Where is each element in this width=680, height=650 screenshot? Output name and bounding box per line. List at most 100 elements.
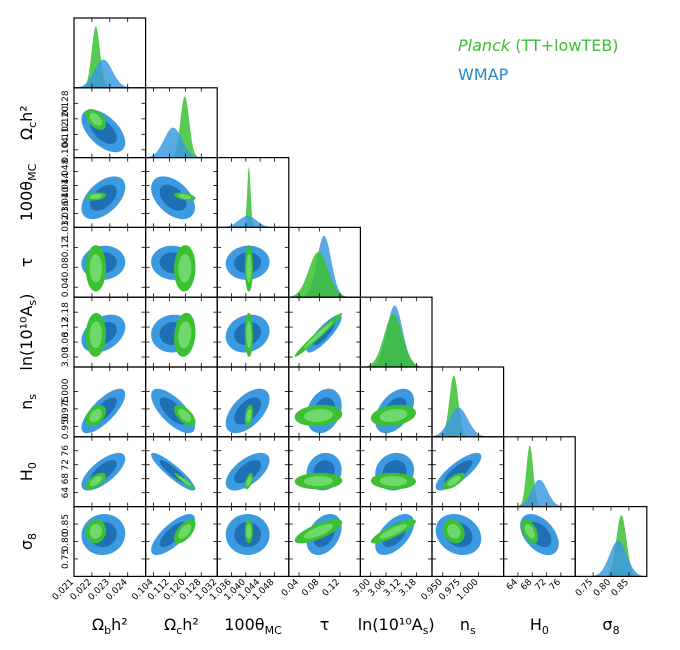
planck-contour-68 xyxy=(447,524,461,539)
planck-marginal-omega-b-h2 xyxy=(74,26,146,88)
wmap-marginal-omega-c-h2 xyxy=(145,127,218,158)
y-axis-label-tau: τ xyxy=(17,257,36,267)
legend-planck: Planck (TT+lowTEB) xyxy=(458,36,619,55)
panel-h0-vs-omega-b-h2 xyxy=(73,436,147,508)
planck-contour-68 xyxy=(379,524,408,539)
planck-contour-68 xyxy=(303,524,334,539)
panel-ns-vs-tau xyxy=(288,366,361,438)
panel-h0-vs-omega-c-h2 xyxy=(145,436,218,508)
y-axis-label-h0: H0 xyxy=(17,462,39,481)
panel-sigma8-vs-h0 xyxy=(503,506,576,578)
y-tick-label-ln-as: 3.06 xyxy=(61,332,71,352)
x-tick-label-tau: 0.08 xyxy=(300,577,321,598)
y-tick-label-ln-as: 3.00 xyxy=(61,347,71,367)
planck-contour-68 xyxy=(246,524,252,539)
y-tick-label-ns: 0.975 xyxy=(61,396,71,422)
panel-ns-vs-ns xyxy=(431,366,505,438)
y-axis-label-ln-as: ln(10¹⁰As) xyxy=(17,294,39,371)
planck-marginal-tau xyxy=(288,251,361,298)
planck-contour-68 xyxy=(246,476,252,487)
planck-contour-68 xyxy=(89,476,103,487)
x-axis-label-tau: τ xyxy=(320,615,330,634)
y-tick-label-ln-as: 3.12 xyxy=(61,317,71,337)
panel-ns-vs-omega-b-h2 xyxy=(73,366,147,438)
panel-theta-mc-vs-omega-b-h2 xyxy=(73,157,147,229)
x-axis-label-ns: ns xyxy=(460,615,476,637)
planck-contour-68 xyxy=(178,524,192,539)
planck-contour-68 xyxy=(89,409,103,422)
wmap-marginal-h0 xyxy=(505,479,573,507)
panel-ns-vs-ln-as xyxy=(359,366,433,438)
panel-omega-b-h2-vs-omega-b-h2 xyxy=(73,17,147,89)
planck-marginal-h0 xyxy=(514,445,545,507)
y-tick-label-ln-as: 3.18 xyxy=(61,302,71,322)
panel-ln-as-vs-ln-as xyxy=(359,296,433,368)
y-tick-label-omega-c-h2: 0.128 xyxy=(61,90,71,116)
panel-h0-vs-tau xyxy=(288,436,361,508)
y-tick-label-tau: 0.08 xyxy=(61,257,71,277)
x-tick-label-sigma8: 0.80 xyxy=(592,577,613,598)
panel-tau-vs-omega-c-h2 xyxy=(145,226,218,298)
planck-contour-68 xyxy=(178,254,192,283)
planck-contour-68 xyxy=(89,113,103,126)
planck-marginal-omega-c-h2 xyxy=(145,96,218,158)
y-tick-label-h0: 72 xyxy=(61,459,71,470)
y-tick-label-sigma8: 0.80 xyxy=(61,531,71,551)
panel-tau-vs-theta-mc xyxy=(216,226,290,298)
panel-ln-as-vs-tau xyxy=(288,296,361,368)
y-axis-label-theta-mc: 100θMC xyxy=(17,163,39,221)
panel-tau-vs-omega-b-h2 xyxy=(73,226,147,298)
panel-ns-vs-theta-mc xyxy=(216,366,290,438)
y-axis-label-omega-c-h2: Ωch² xyxy=(17,105,39,140)
y-tick-label-ns: 1.000 xyxy=(61,378,71,404)
wmap-marginal-sigma8 xyxy=(575,540,647,577)
panel-theta-mc-vs-theta-mc xyxy=(216,157,290,229)
x-axis-label-ln-as: ln(10¹⁰As) xyxy=(358,615,435,637)
y-axis-label-ns: ns xyxy=(17,394,39,410)
x-axis-label-theta-mc: 100θMC xyxy=(224,615,282,637)
planck-contour-68 xyxy=(303,321,334,349)
panel-frame xyxy=(216,157,290,229)
panel-tau-vs-tau xyxy=(288,226,361,298)
wmap-marginal-theta-mc xyxy=(217,215,289,228)
x-tick-label-ln-as: 3.18 xyxy=(398,577,419,598)
planck-contour-68 xyxy=(246,409,252,422)
wmap-marginal-omega-b-h2 xyxy=(74,59,146,88)
planck-contour-68 xyxy=(303,409,334,422)
legend-wmap: WMAP xyxy=(458,65,509,84)
planck-contour-68 xyxy=(178,194,192,199)
wmap-contour-68 xyxy=(234,460,262,484)
planck-contour-68 xyxy=(89,524,103,539)
x-axis-label-omega-b-h2: Ωbh² xyxy=(92,615,128,637)
legend: Planck (TT+lowTEB) WMAP xyxy=(458,36,619,84)
planck-contour-68 xyxy=(246,254,252,283)
panel-h0-vs-ns xyxy=(431,436,505,508)
x-tick-label-h0: 72 xyxy=(534,577,549,592)
planck-contour-68 xyxy=(178,321,192,349)
panel-sigma8-vs-sigma8 xyxy=(574,506,648,578)
panels-group xyxy=(73,17,648,578)
planck-contour-68 xyxy=(447,476,461,487)
panel-omega-c-h2-vs-omega-b-h2 xyxy=(73,87,147,159)
x-tick-label-h0: 76 xyxy=(548,577,563,592)
planck-contour-68 xyxy=(379,409,408,422)
y-tick-label-sigma8: 0.85 xyxy=(61,514,71,534)
planck-contour-68 xyxy=(524,524,535,539)
x-tick-label-h0: 68 xyxy=(519,577,534,592)
panel-sigma8-vs-theta-mc xyxy=(216,506,290,578)
planck-marginal-ln-as xyxy=(360,314,432,367)
x-tick-label-sigma8: 0.85 xyxy=(610,577,631,598)
y-tick-label-h0: 64 xyxy=(61,487,71,499)
planck-contour-68 xyxy=(89,321,103,349)
x-axis-label-omega-c-h2: Ωch² xyxy=(164,615,199,637)
x-tick-label-tau: 0.12 xyxy=(321,577,342,598)
y-tick-label-theta-mc: 1.032 xyxy=(61,215,71,241)
panel-ln-as-vs-omega-c-h2 xyxy=(145,296,218,368)
y-tick-label-tau: 0.04 xyxy=(61,277,71,297)
wmap-marginal-ns xyxy=(432,407,504,437)
x-tick-label-tau: 0.04 xyxy=(280,577,301,598)
x-tick-label-sigma8: 0.75 xyxy=(574,577,595,598)
x-tick-label-h0: 64 xyxy=(505,577,520,592)
